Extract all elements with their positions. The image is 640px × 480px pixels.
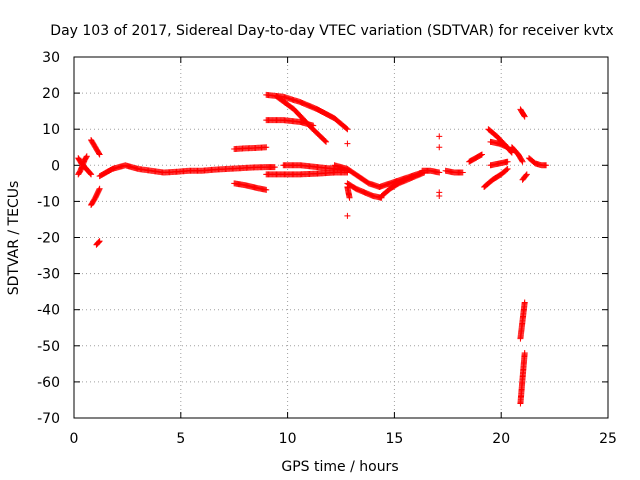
data-point xyxy=(344,212,351,219)
y-tick-label: 20 xyxy=(42,86,60,102)
data-point xyxy=(478,151,485,158)
y-tick-label: -60 xyxy=(37,375,60,391)
data-point xyxy=(95,239,102,246)
y-tick-label: 10 xyxy=(42,122,60,138)
grid-lines xyxy=(74,57,608,418)
y-tick-label: -70 xyxy=(37,411,60,427)
data-point xyxy=(83,153,90,160)
data-point xyxy=(271,164,278,171)
data-point xyxy=(96,150,103,157)
data-point xyxy=(504,158,511,165)
x-tick-label: 15 xyxy=(385,431,403,447)
data-point xyxy=(521,350,528,357)
data-point xyxy=(436,144,443,151)
data-point xyxy=(523,171,530,178)
data-point xyxy=(263,144,270,151)
data-point xyxy=(436,169,443,176)
y-tick-label: -50 xyxy=(37,339,60,355)
x-axis-label: GPS time / hours xyxy=(281,459,398,475)
y-tick-label: -20 xyxy=(37,231,60,247)
data-point xyxy=(344,140,351,147)
x-tick-label: 10 xyxy=(279,431,297,447)
data-points xyxy=(75,91,550,407)
y-axis-label: SDTVAR / TECUs xyxy=(6,181,22,296)
data-point xyxy=(436,192,443,199)
data-point xyxy=(523,172,530,179)
data-point xyxy=(503,166,510,173)
data-point xyxy=(436,133,443,140)
data-point xyxy=(521,113,528,120)
data-point xyxy=(344,126,351,133)
data-point xyxy=(96,185,103,192)
data-point xyxy=(87,170,94,177)
x-tick-label: 25 xyxy=(599,431,617,447)
data-point xyxy=(459,169,466,176)
data-point xyxy=(346,194,353,201)
data-point xyxy=(96,238,103,245)
data-point xyxy=(95,238,102,245)
data-point xyxy=(323,138,330,145)
y-tick-label: -30 xyxy=(37,267,60,283)
y-tick-label: 0 xyxy=(51,158,60,174)
x-tick-label: 5 xyxy=(176,431,185,447)
data-point xyxy=(343,125,350,132)
data-point xyxy=(83,154,90,161)
x-tick-label: 20 xyxy=(492,431,510,447)
data-point xyxy=(88,171,95,178)
data-point xyxy=(322,138,329,145)
data-point xyxy=(543,162,550,169)
y-tick-label: -10 xyxy=(37,194,60,210)
data-point xyxy=(521,112,528,119)
data-point xyxy=(519,158,526,165)
x-tick-label: 0 xyxy=(70,431,79,447)
data-point xyxy=(518,157,525,164)
y-tick-label: 30 xyxy=(42,50,60,66)
data-point xyxy=(96,151,103,158)
data-point xyxy=(263,186,270,193)
chart-title: Day 103 of 2017, Sidereal Day-to-day VTE… xyxy=(50,23,613,39)
data-point xyxy=(504,165,511,172)
data-point xyxy=(521,299,528,306)
y-tick-label: -40 xyxy=(37,303,60,319)
data-point xyxy=(310,122,317,129)
axis-ticks: 0 5 10 15 20 25 30 20 10 0 -10 -20 -30 -40 -50 -60 -70 xyxy=(37,50,617,447)
data-point xyxy=(478,151,485,158)
data-point xyxy=(86,169,93,176)
